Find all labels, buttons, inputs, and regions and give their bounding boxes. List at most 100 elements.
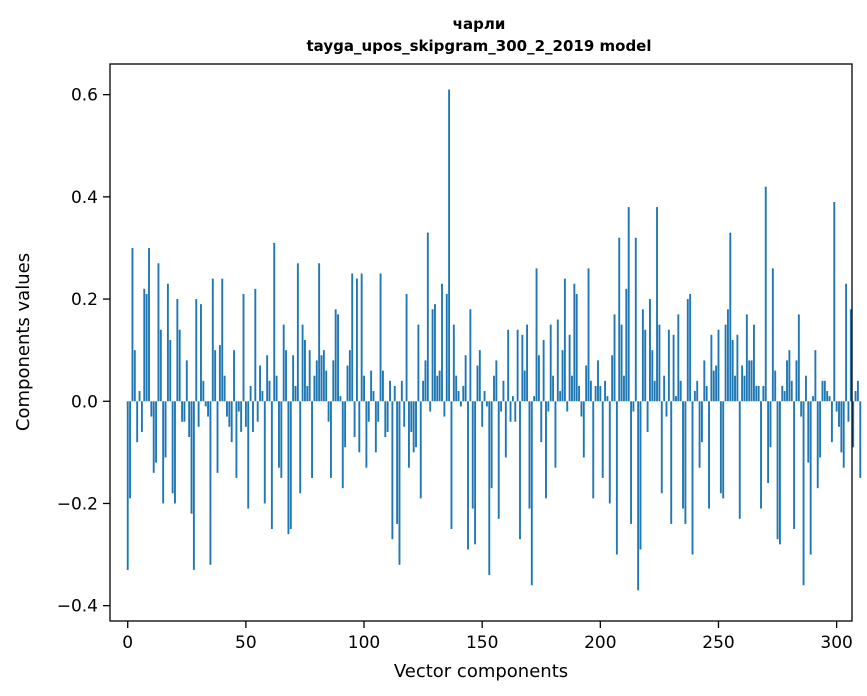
bar <box>252 401 254 432</box>
bar <box>554 401 557 468</box>
bar <box>450 401 453 530</box>
bar <box>330 401 332 478</box>
bar <box>244 401 247 427</box>
bar <box>677 314 680 402</box>
bar <box>828 396 831 402</box>
bar <box>587 268 590 402</box>
bar <box>611 355 614 402</box>
x-axis-label: Vector components <box>394 661 568 682</box>
bar <box>273 242 276 402</box>
bar <box>589 380 592 402</box>
bar <box>464 355 467 402</box>
bar <box>407 401 410 468</box>
bar <box>296 263 299 402</box>
bar <box>601 401 604 478</box>
bar <box>140 401 143 432</box>
bar <box>256 401 259 422</box>
bar <box>722 401 725 499</box>
bar <box>507 329 510 402</box>
bar <box>781 385 784 402</box>
bar <box>417 324 420 402</box>
x-tick-label: 100 <box>348 633 380 653</box>
bar <box>693 391 696 402</box>
bar <box>190 401 193 514</box>
y-tick-label: 0.0 <box>71 392 98 412</box>
bar <box>696 380 699 402</box>
bar <box>563 278 566 402</box>
bar <box>299 401 302 494</box>
bar <box>285 350 287 402</box>
bar <box>684 401 687 524</box>
bar <box>620 324 623 402</box>
bar <box>665 401 668 417</box>
bar <box>360 273 363 402</box>
bar <box>549 324 552 402</box>
bar <box>701 401 703 443</box>
bar <box>313 375 316 402</box>
bar <box>346 365 349 402</box>
bar <box>653 380 656 402</box>
bar <box>833 201 836 402</box>
bar <box>249 385 252 402</box>
bar <box>816 401 819 489</box>
bar <box>807 401 810 463</box>
x-tick-label: 300 <box>820 633 852 653</box>
bar <box>646 401 649 432</box>
bar <box>708 401 710 509</box>
bar <box>613 314 616 402</box>
bar <box>221 278 224 402</box>
bar <box>311 401 313 478</box>
bars-group <box>126 89 862 591</box>
y-axis-ticks: −0.4 −0.2 0.0 0.2 0.4 0.6 <box>57 86 110 617</box>
bar <box>133 350 136 402</box>
bar <box>247 401 250 509</box>
bar <box>155 401 158 463</box>
bar <box>202 380 205 402</box>
bar <box>188 401 191 438</box>
bar <box>786 360 788 402</box>
bar <box>379 273 382 402</box>
bar <box>663 375 666 402</box>
bar <box>344 401 347 448</box>
bar <box>280 401 283 478</box>
bar <box>842 401 845 468</box>
bar <box>332 360 335 402</box>
bar <box>537 355 540 402</box>
bar <box>176 299 179 402</box>
bar <box>478 350 481 402</box>
bar <box>856 380 859 402</box>
bar <box>488 401 491 576</box>
bar <box>261 391 264 402</box>
bar <box>575 293 578 402</box>
bar <box>391 401 394 540</box>
bar <box>157 263 160 402</box>
bar <box>738 401 741 519</box>
bar <box>233 350 236 402</box>
bar <box>568 334 571 402</box>
bar <box>327 401 330 422</box>
bar <box>351 273 354 402</box>
bar <box>618 237 621 402</box>
bar <box>771 268 774 402</box>
bar <box>240 401 243 432</box>
bar <box>762 385 765 402</box>
bar <box>793 401 796 530</box>
bar <box>719 401 722 494</box>
bar <box>526 324 529 402</box>
bar <box>195 299 198 402</box>
bar <box>469 309 472 402</box>
bar <box>814 350 817 402</box>
bar <box>282 324 285 402</box>
bar <box>400 380 403 402</box>
bar <box>634 237 637 402</box>
bar <box>348 350 351 402</box>
bar <box>788 350 791 402</box>
bar <box>204 401 207 407</box>
bar <box>840 401 843 453</box>
bar <box>150 401 153 417</box>
bar <box>226 401 228 417</box>
bar <box>542 339 545 402</box>
y-tick-label: 0.4 <box>71 188 98 208</box>
chart-title: чарли <box>453 15 506 33</box>
bar <box>556 319 559 402</box>
